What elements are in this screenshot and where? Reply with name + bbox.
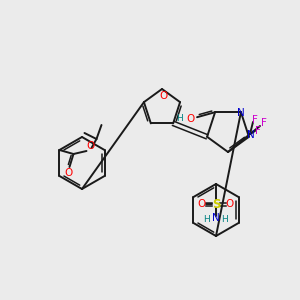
- Text: H: H: [222, 214, 228, 224]
- Text: O: O: [198, 199, 206, 209]
- Text: F: F: [255, 126, 261, 136]
- Text: H: H: [204, 214, 210, 224]
- Text: F: F: [261, 118, 267, 128]
- Text: F: F: [252, 115, 258, 125]
- Text: N: N: [237, 108, 245, 118]
- Text: O: O: [226, 199, 234, 209]
- Text: N: N: [212, 213, 220, 223]
- Text: O: O: [186, 114, 194, 124]
- Text: H: H: [176, 114, 183, 123]
- Text: O: O: [64, 168, 73, 178]
- Text: O: O: [86, 141, 94, 151]
- Text: S: S: [212, 197, 220, 211]
- Text: O: O: [160, 91, 168, 101]
- Text: N: N: [247, 130, 255, 140]
